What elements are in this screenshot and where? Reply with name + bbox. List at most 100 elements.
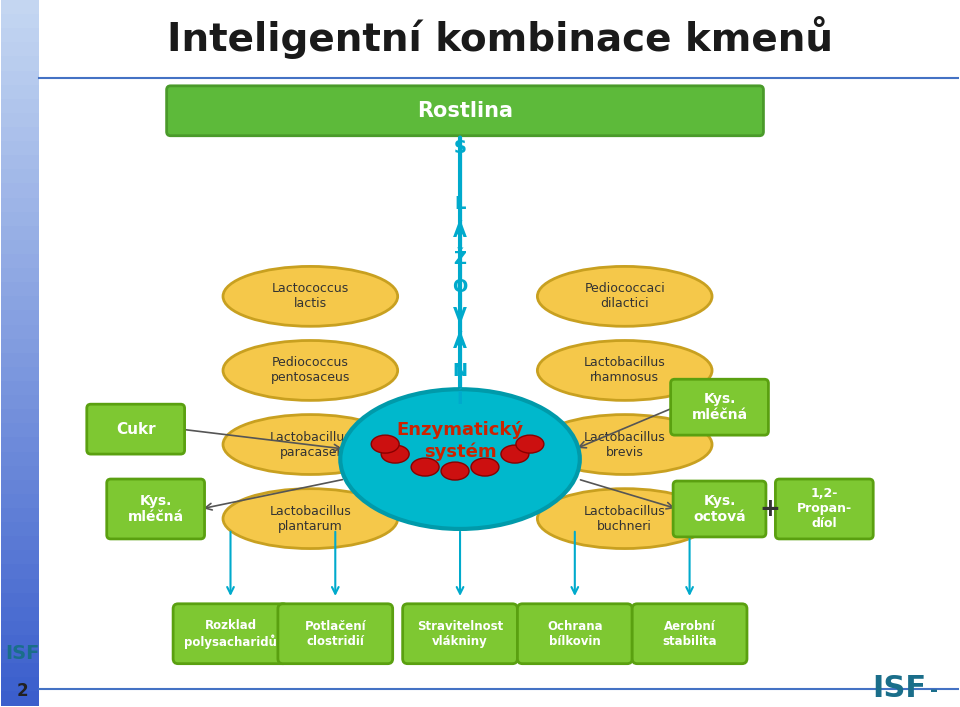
FancyBboxPatch shape [673, 481, 766, 537]
Bar [1, 550, 39, 564]
Bar [1, 691, 39, 706]
Ellipse shape [372, 435, 399, 453]
Bar [1, 127, 39, 141]
Bar [1, 423, 39, 438]
Bar [1, 353, 39, 367]
FancyBboxPatch shape [633, 604, 747, 664]
Bar [1, 522, 39, 536]
FancyBboxPatch shape [671, 379, 768, 435]
Bar [1, 156, 39, 170]
Text: Kys.
mléčná: Kys. mléčná [128, 494, 183, 524]
Bar [1, 99, 39, 113]
Text: Potlačení
clostridií: Potlačení clostridií [304, 620, 366, 648]
Bar [1, 42, 39, 57]
Bar [1, 677, 39, 691]
Bar [1, 452, 39, 466]
Bar [1, 438, 39, 452]
Ellipse shape [538, 489, 712, 549]
Bar [1, 578, 39, 592]
Bar [1, 310, 39, 325]
Ellipse shape [411, 458, 439, 476]
Text: Lactococcus
lactis: Lactococcus lactis [272, 282, 349, 310]
Text: Ochrana
bílkovin: Ochrana bílkovin [547, 620, 603, 648]
Text: L: L [454, 194, 466, 213]
Text: Ž: Ž [454, 250, 467, 269]
Ellipse shape [340, 390, 580, 529]
Text: Lactobacillus
rhamnosus: Lactobacillus rhamnosus [584, 356, 665, 385]
Text: 2: 2 [17, 682, 29, 700]
Text: N: N [452, 362, 468, 380]
FancyBboxPatch shape [86, 404, 184, 454]
Bar [1, 254, 39, 268]
Text: Kys.
octová: Kys. octová [693, 494, 746, 524]
Text: V: V [453, 306, 467, 325]
Bar [1, 57, 39, 71]
FancyBboxPatch shape [402, 604, 517, 664]
Ellipse shape [441, 462, 469, 480]
Bar [1, 113, 39, 127]
Bar [1, 226, 39, 240]
Ellipse shape [538, 341, 712, 400]
Text: Lactobacillus
brevis: Lactobacillus brevis [584, 431, 665, 459]
Text: Á: Á [453, 334, 467, 352]
Text: +: + [759, 497, 780, 521]
Text: 1,2-
Propan-
díol: 1,2- Propan- díol [797, 488, 852, 530]
Bar [1, 381, 39, 395]
FancyBboxPatch shape [107, 479, 204, 539]
Ellipse shape [381, 445, 409, 463]
Text: Pediococcus
pentosaceus: Pediococcus pentosaceus [271, 356, 350, 385]
Ellipse shape [223, 489, 397, 549]
Bar [1, 592, 39, 607]
Bar [1, 28, 39, 42]
FancyBboxPatch shape [776, 479, 874, 539]
Text: Lactobacillus
buchneri: Lactobacillus buchneri [584, 505, 665, 532]
Text: O: O [452, 279, 468, 296]
Text: Lactobacillus
plantarum: Lactobacillus plantarum [270, 505, 351, 532]
Bar [1, 466, 39, 480]
Text: Lactobacillus
paracasei: Lactobacillus paracasei [270, 431, 351, 459]
Bar [1, 367, 39, 381]
FancyBboxPatch shape [167, 86, 763, 136]
Bar [1, 607, 39, 621]
Text: Pediococcaci
dilactici: Pediococcaci dilactici [585, 282, 665, 310]
Bar [1, 183, 39, 197]
Bar [1, 395, 39, 409]
Ellipse shape [471, 458, 499, 476]
Bar [1, 536, 39, 550]
FancyBboxPatch shape [173, 604, 288, 664]
Text: Enzymatický
systém: Enzymatický systém [396, 421, 523, 461]
Bar [1, 663, 39, 677]
Ellipse shape [501, 445, 529, 463]
Ellipse shape [223, 341, 397, 400]
Text: Stravitelnost
vlákniny: Stravitelnost vlákniny [417, 620, 503, 648]
Ellipse shape [223, 267, 397, 327]
Text: Í: Í [457, 390, 464, 408]
Bar [1, 268, 39, 282]
Bar [1, 141, 39, 156]
Text: Kys.
mléčná: Kys. mléčná [691, 392, 748, 422]
Bar [1, 409, 39, 423]
FancyBboxPatch shape [517, 604, 633, 664]
Bar [1, 649, 39, 663]
Ellipse shape [538, 267, 712, 327]
Text: Á: Á [453, 223, 467, 240]
Bar [1, 240, 39, 254]
Bar [1, 197, 39, 211]
Bar [1, 339, 39, 353]
Bar [1, 0, 39, 14]
Bar [1, 282, 39, 296]
Bar [1, 635, 39, 649]
Bar [1, 325, 39, 339]
Bar [1, 170, 39, 183]
Ellipse shape [223, 414, 397, 474]
Bar [1, 621, 39, 635]
Bar [1, 14, 39, 28]
Text: Rostlina: Rostlina [417, 101, 513, 121]
Text: ISF: ISF [6, 644, 40, 663]
Ellipse shape [538, 414, 712, 474]
Bar [1, 508, 39, 522]
Text: S: S [453, 139, 467, 157]
Bar [1, 564, 39, 578]
Bar [1, 211, 39, 226]
Text: I: I [457, 167, 464, 185]
